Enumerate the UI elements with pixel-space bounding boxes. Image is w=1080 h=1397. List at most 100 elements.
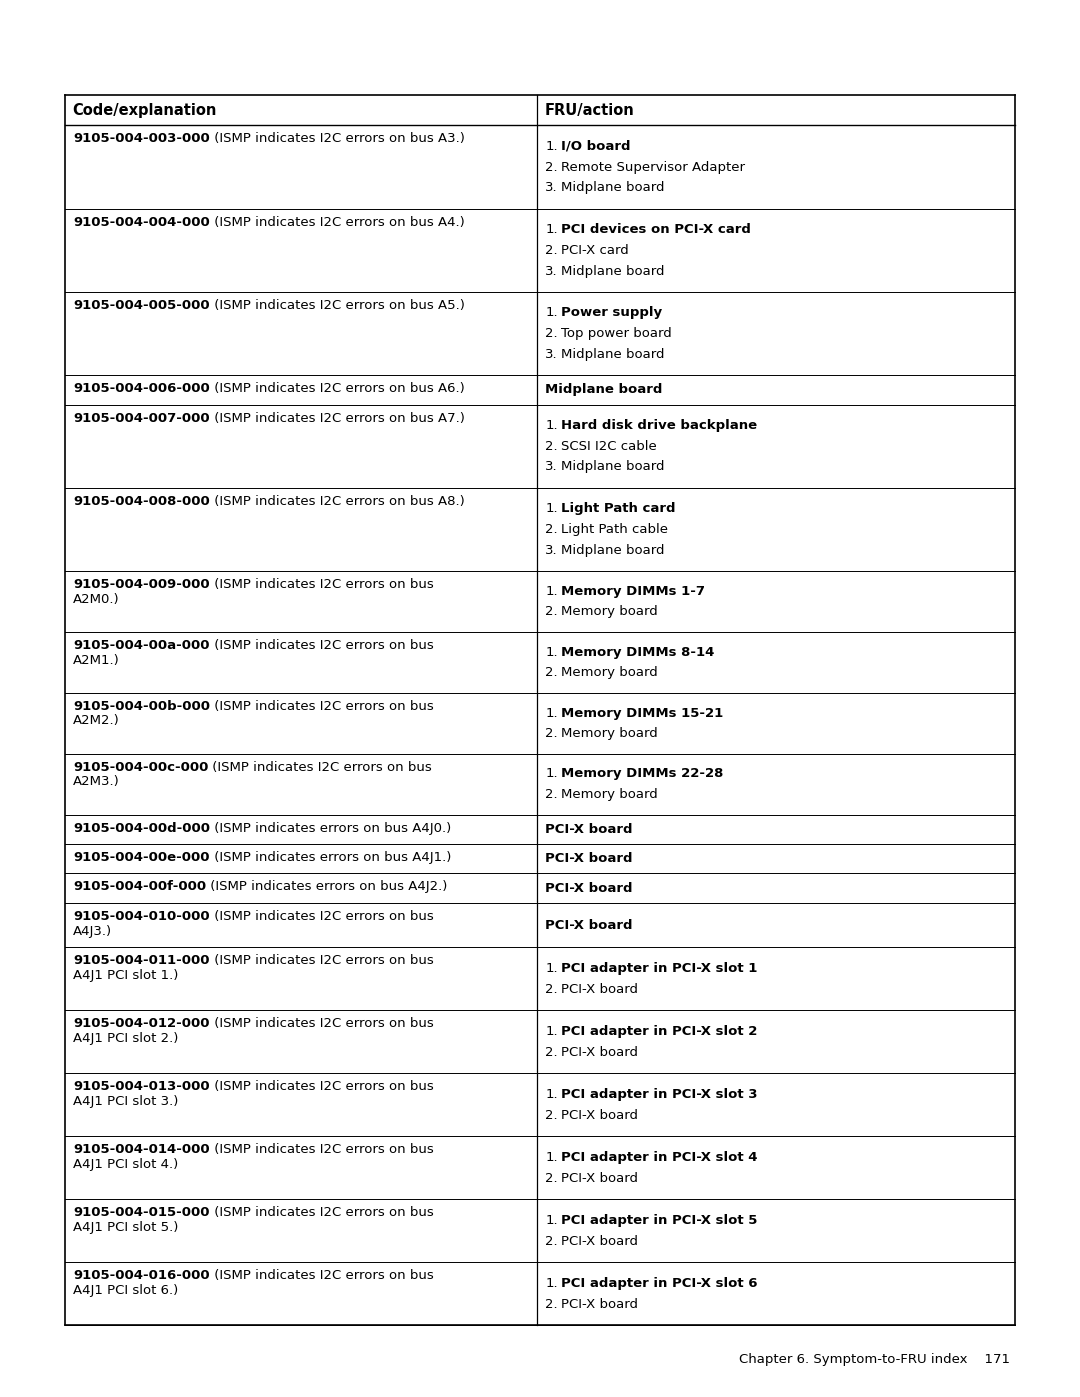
Text: (ISMP indicates I2C errors on bus A3.): (ISMP indicates I2C errors on bus A3.) (210, 133, 464, 145)
Text: 9105-004-008-000: 9105-004-008-000 (73, 495, 210, 507)
Text: 2.: 2. (545, 1298, 557, 1310)
Text: 1.: 1. (545, 140, 557, 152)
Text: 9105-004-007-000: 9105-004-007-000 (73, 412, 210, 425)
Text: I/O board: I/O board (562, 140, 631, 152)
Text: Memory board: Memory board (562, 666, 658, 679)
Text: 9105-004-016-000: 9105-004-016-000 (73, 1268, 210, 1282)
Text: 9105-004-003-000: 9105-004-003-000 (73, 133, 210, 145)
Text: 2.: 2. (545, 327, 557, 339)
Text: 2.: 2. (545, 726, 557, 740)
Text: A2M0.): A2M0.) (73, 592, 120, 606)
Text: FRU/action: FRU/action (544, 103, 634, 117)
Text: PCI-X board: PCI-X board (545, 852, 633, 865)
Text: PCI adapter in PCI-X slot 3: PCI adapter in PCI-X slot 3 (562, 1088, 758, 1101)
Text: A4J3.): A4J3.) (73, 925, 112, 937)
Bar (65, 95, 1015, 1324)
Text: 3.: 3. (545, 348, 557, 360)
Text: A2M3.): A2M3.) (73, 775, 120, 788)
Text: 2.: 2. (545, 522, 557, 536)
Text: Midplane board: Midplane board (562, 182, 664, 194)
Text: (ISMP indicates I2C errors on bus A8.): (ISMP indicates I2C errors on bus A8.) (210, 495, 464, 507)
Text: 2.: 2. (545, 1235, 557, 1248)
Text: PCI-X board: PCI-X board (545, 882, 633, 894)
Text: PCI-X board: PCI-X board (545, 823, 633, 835)
Text: Top power board: Top power board (562, 327, 672, 339)
Text: Light Path card: Light Path card (562, 502, 676, 515)
Text: (ISMP indicates I2C errors on bus: (ISMP indicates I2C errors on bus (210, 578, 433, 591)
Text: 3.: 3. (545, 182, 557, 194)
Text: PCI-X board: PCI-X board (562, 1109, 638, 1122)
Text: Memory DIMMs 15-21: Memory DIMMs 15-21 (562, 707, 724, 719)
Text: 1.: 1. (545, 585, 557, 598)
Text: (ISMP indicates errors on bus A4J1.): (ISMP indicates errors on bus A4J1.) (210, 851, 450, 863)
Text: 9105-004-009-000: 9105-004-009-000 (73, 578, 210, 591)
Text: PCI adapter in PCI-X slot 1: PCI adapter in PCI-X slot 1 (562, 963, 757, 975)
Text: 9105-004-011-000: 9105-004-011-000 (73, 954, 210, 968)
Text: Memory DIMMs 1-7: Memory DIMMs 1-7 (562, 585, 705, 598)
Text: 1.: 1. (545, 1025, 557, 1038)
Text: Midplane board: Midplane board (562, 543, 664, 556)
Text: Midplane board: Midplane board (562, 461, 664, 474)
Text: Midplane board: Midplane board (545, 383, 662, 397)
Text: 1.: 1. (545, 306, 557, 319)
Text: PCI-X board: PCI-X board (562, 1172, 638, 1185)
Text: Hard disk drive backplane: Hard disk drive backplane (562, 419, 757, 432)
Text: A4J1 PCI slot 6.): A4J1 PCI slot 6.) (73, 1284, 178, 1296)
Text: Power supply: Power supply (562, 306, 662, 319)
Text: (ISMP indicates I2C errors on bus A4.): (ISMP indicates I2C errors on bus A4.) (210, 215, 464, 229)
Text: 3.: 3. (545, 461, 557, 474)
Text: 1.: 1. (545, 419, 557, 432)
Text: 1.: 1. (545, 1214, 557, 1227)
Text: 2.: 2. (545, 788, 557, 800)
Text: Memory DIMMs 8-14: Memory DIMMs 8-14 (562, 645, 715, 658)
Text: 2.: 2. (545, 440, 557, 453)
Text: 2.: 2. (545, 1172, 557, 1185)
Text: PCI-X board: PCI-X board (562, 983, 638, 996)
Text: 9105-004-012-000: 9105-004-012-000 (73, 1017, 210, 1031)
Text: 3.: 3. (545, 543, 557, 556)
Text: PCI adapter in PCI-X slot 2: PCI adapter in PCI-X slot 2 (562, 1025, 757, 1038)
Text: 9105-004-004-000: 9105-004-004-000 (73, 215, 210, 229)
Text: 1.: 1. (545, 1088, 557, 1101)
Text: A4J1 PCI slot 3.): A4J1 PCI slot 3.) (73, 1095, 178, 1108)
Text: 2.: 2. (545, 666, 557, 679)
Text: PCI adapter in PCI-X slot 5: PCI adapter in PCI-X slot 5 (562, 1214, 757, 1227)
Text: 9105-004-00c-000: 9105-004-00c-000 (73, 760, 208, 774)
Text: (ISMP indicates I2C errors on bus: (ISMP indicates I2C errors on bus (210, 1206, 433, 1220)
Text: 9105-004-00a-000: 9105-004-00a-000 (73, 638, 210, 652)
Text: PCI devices on PCI-X card: PCI devices on PCI-X card (562, 224, 751, 236)
Text: SCSI I2C cable: SCSI I2C cable (562, 440, 657, 453)
Text: 1.: 1. (545, 645, 557, 658)
Text: 2.: 2. (545, 983, 557, 996)
Text: 1.: 1. (545, 502, 557, 515)
Text: Memory board: Memory board (562, 605, 658, 617)
Text: (ISMP indicates I2C errors on bus: (ISMP indicates I2C errors on bus (210, 700, 434, 712)
Text: (ISMP indicates I2C errors on bus A7.): (ISMP indicates I2C errors on bus A7.) (210, 412, 464, 425)
Text: Midplane board: Midplane board (562, 348, 664, 360)
Text: A4J1 PCI slot 4.): A4J1 PCI slot 4.) (73, 1158, 178, 1171)
Text: Memory board: Memory board (562, 788, 658, 800)
Text: 9105-004-014-000: 9105-004-014-000 (73, 1143, 210, 1157)
Text: (ISMP indicates errors on bus A4J0.): (ISMP indicates errors on bus A4J0.) (210, 821, 451, 834)
Text: PCI adapter in PCI-X slot 6: PCI adapter in PCI-X slot 6 (562, 1277, 758, 1289)
Text: 1.: 1. (545, 1277, 557, 1289)
Text: (ISMP indicates I2C errors on bus: (ISMP indicates I2C errors on bus (210, 1268, 433, 1282)
Text: (ISMP indicates I2C errors on bus: (ISMP indicates I2C errors on bus (210, 1080, 433, 1094)
Text: (ISMP indicates I2C errors on bus: (ISMP indicates I2C errors on bus (210, 909, 433, 923)
Text: PCI-X board: PCI-X board (562, 1046, 638, 1059)
Text: 9105-004-005-000: 9105-004-005-000 (73, 299, 210, 312)
Text: 1.: 1. (545, 224, 557, 236)
Text: 1.: 1. (545, 767, 557, 781)
Text: (ISMP indicates I2C errors on bus A5.): (ISMP indicates I2C errors on bus A5.) (210, 299, 464, 312)
Text: PCI adapter in PCI-X slot 4: PCI adapter in PCI-X slot 4 (562, 1151, 758, 1164)
Text: 9105-004-00b-000: 9105-004-00b-000 (73, 700, 210, 712)
Text: (ISMP indicates I2C errors on bus: (ISMP indicates I2C errors on bus (210, 1017, 433, 1031)
Text: 2.: 2. (545, 243, 557, 257)
Text: A2M1.): A2M1.) (73, 654, 120, 666)
Text: PCI-X board: PCI-X board (545, 919, 633, 932)
Text: Memory board: Memory board (562, 726, 658, 740)
Text: Chapter 6. Symptom-to-FRU index    171: Chapter 6. Symptom-to-FRU index 171 (739, 1354, 1010, 1366)
Text: 2.: 2. (545, 1109, 557, 1122)
Text: 1.: 1. (545, 1151, 557, 1164)
Text: Code/explanation: Code/explanation (72, 103, 216, 117)
